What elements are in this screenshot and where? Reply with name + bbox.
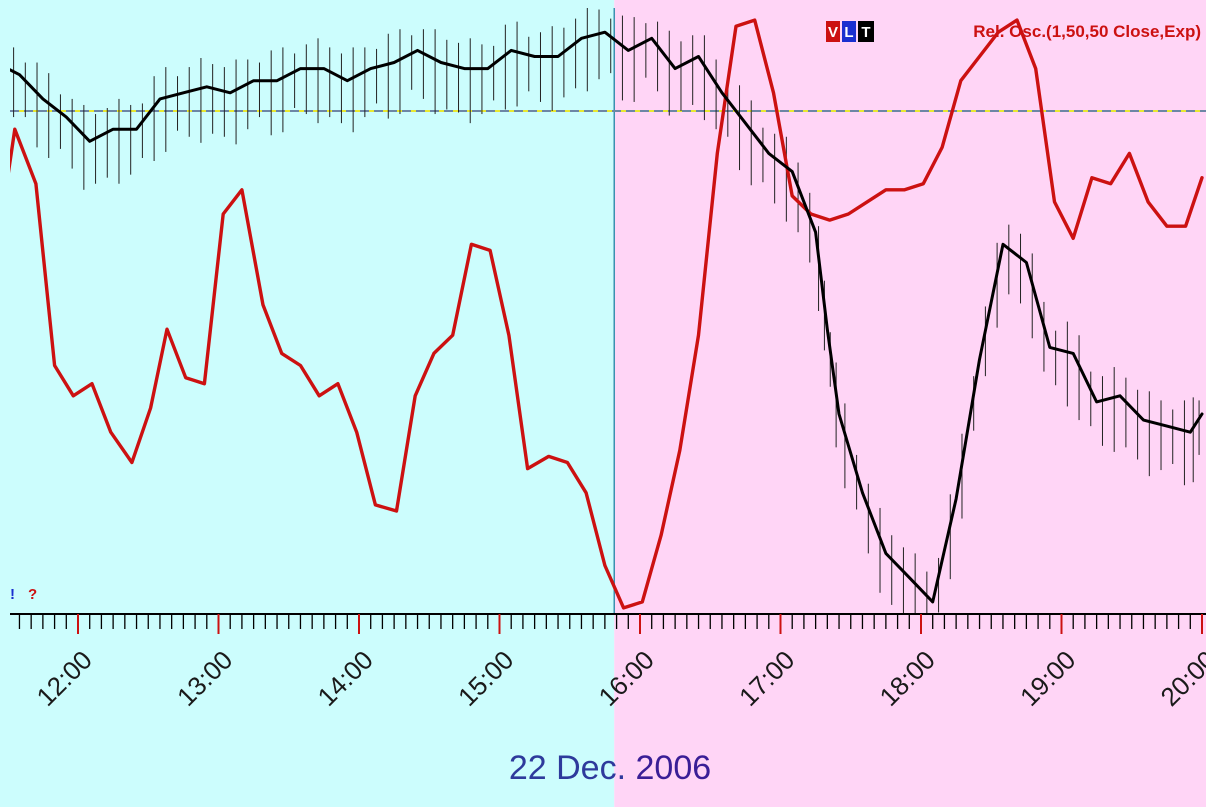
series-line-black — [10, 30, 1204, 604]
legend-badge-t-box — [858, 21, 874, 42]
legend-badge-v-box — [826, 21, 840, 42]
session-region-after — [614, 0, 1206, 807]
legend-badge-t: T — [861, 24, 870, 41]
series-line-red — [10, 18, 1204, 610]
session-region-before — [0, 0, 615, 807]
date-label-day-month: 22 Dec. — [509, 749, 626, 787]
corner-mark-exclaim: ! — [10, 586, 15, 603]
date-label-year: 2006 — [636, 749, 712, 787]
legend-badge-l: L — [844, 24, 853, 41]
corner-mark-question: ? — [28, 586, 37, 603]
legend-badge-v: V — [828, 24, 838, 41]
date-label: 22 Dec. 2006 — [509, 749, 711, 787]
chart-title: Rel. Osc.(1,50,50 Close,Exp) — [973, 22, 1201, 41]
legend-badge-l-box — [842, 21, 856, 42]
